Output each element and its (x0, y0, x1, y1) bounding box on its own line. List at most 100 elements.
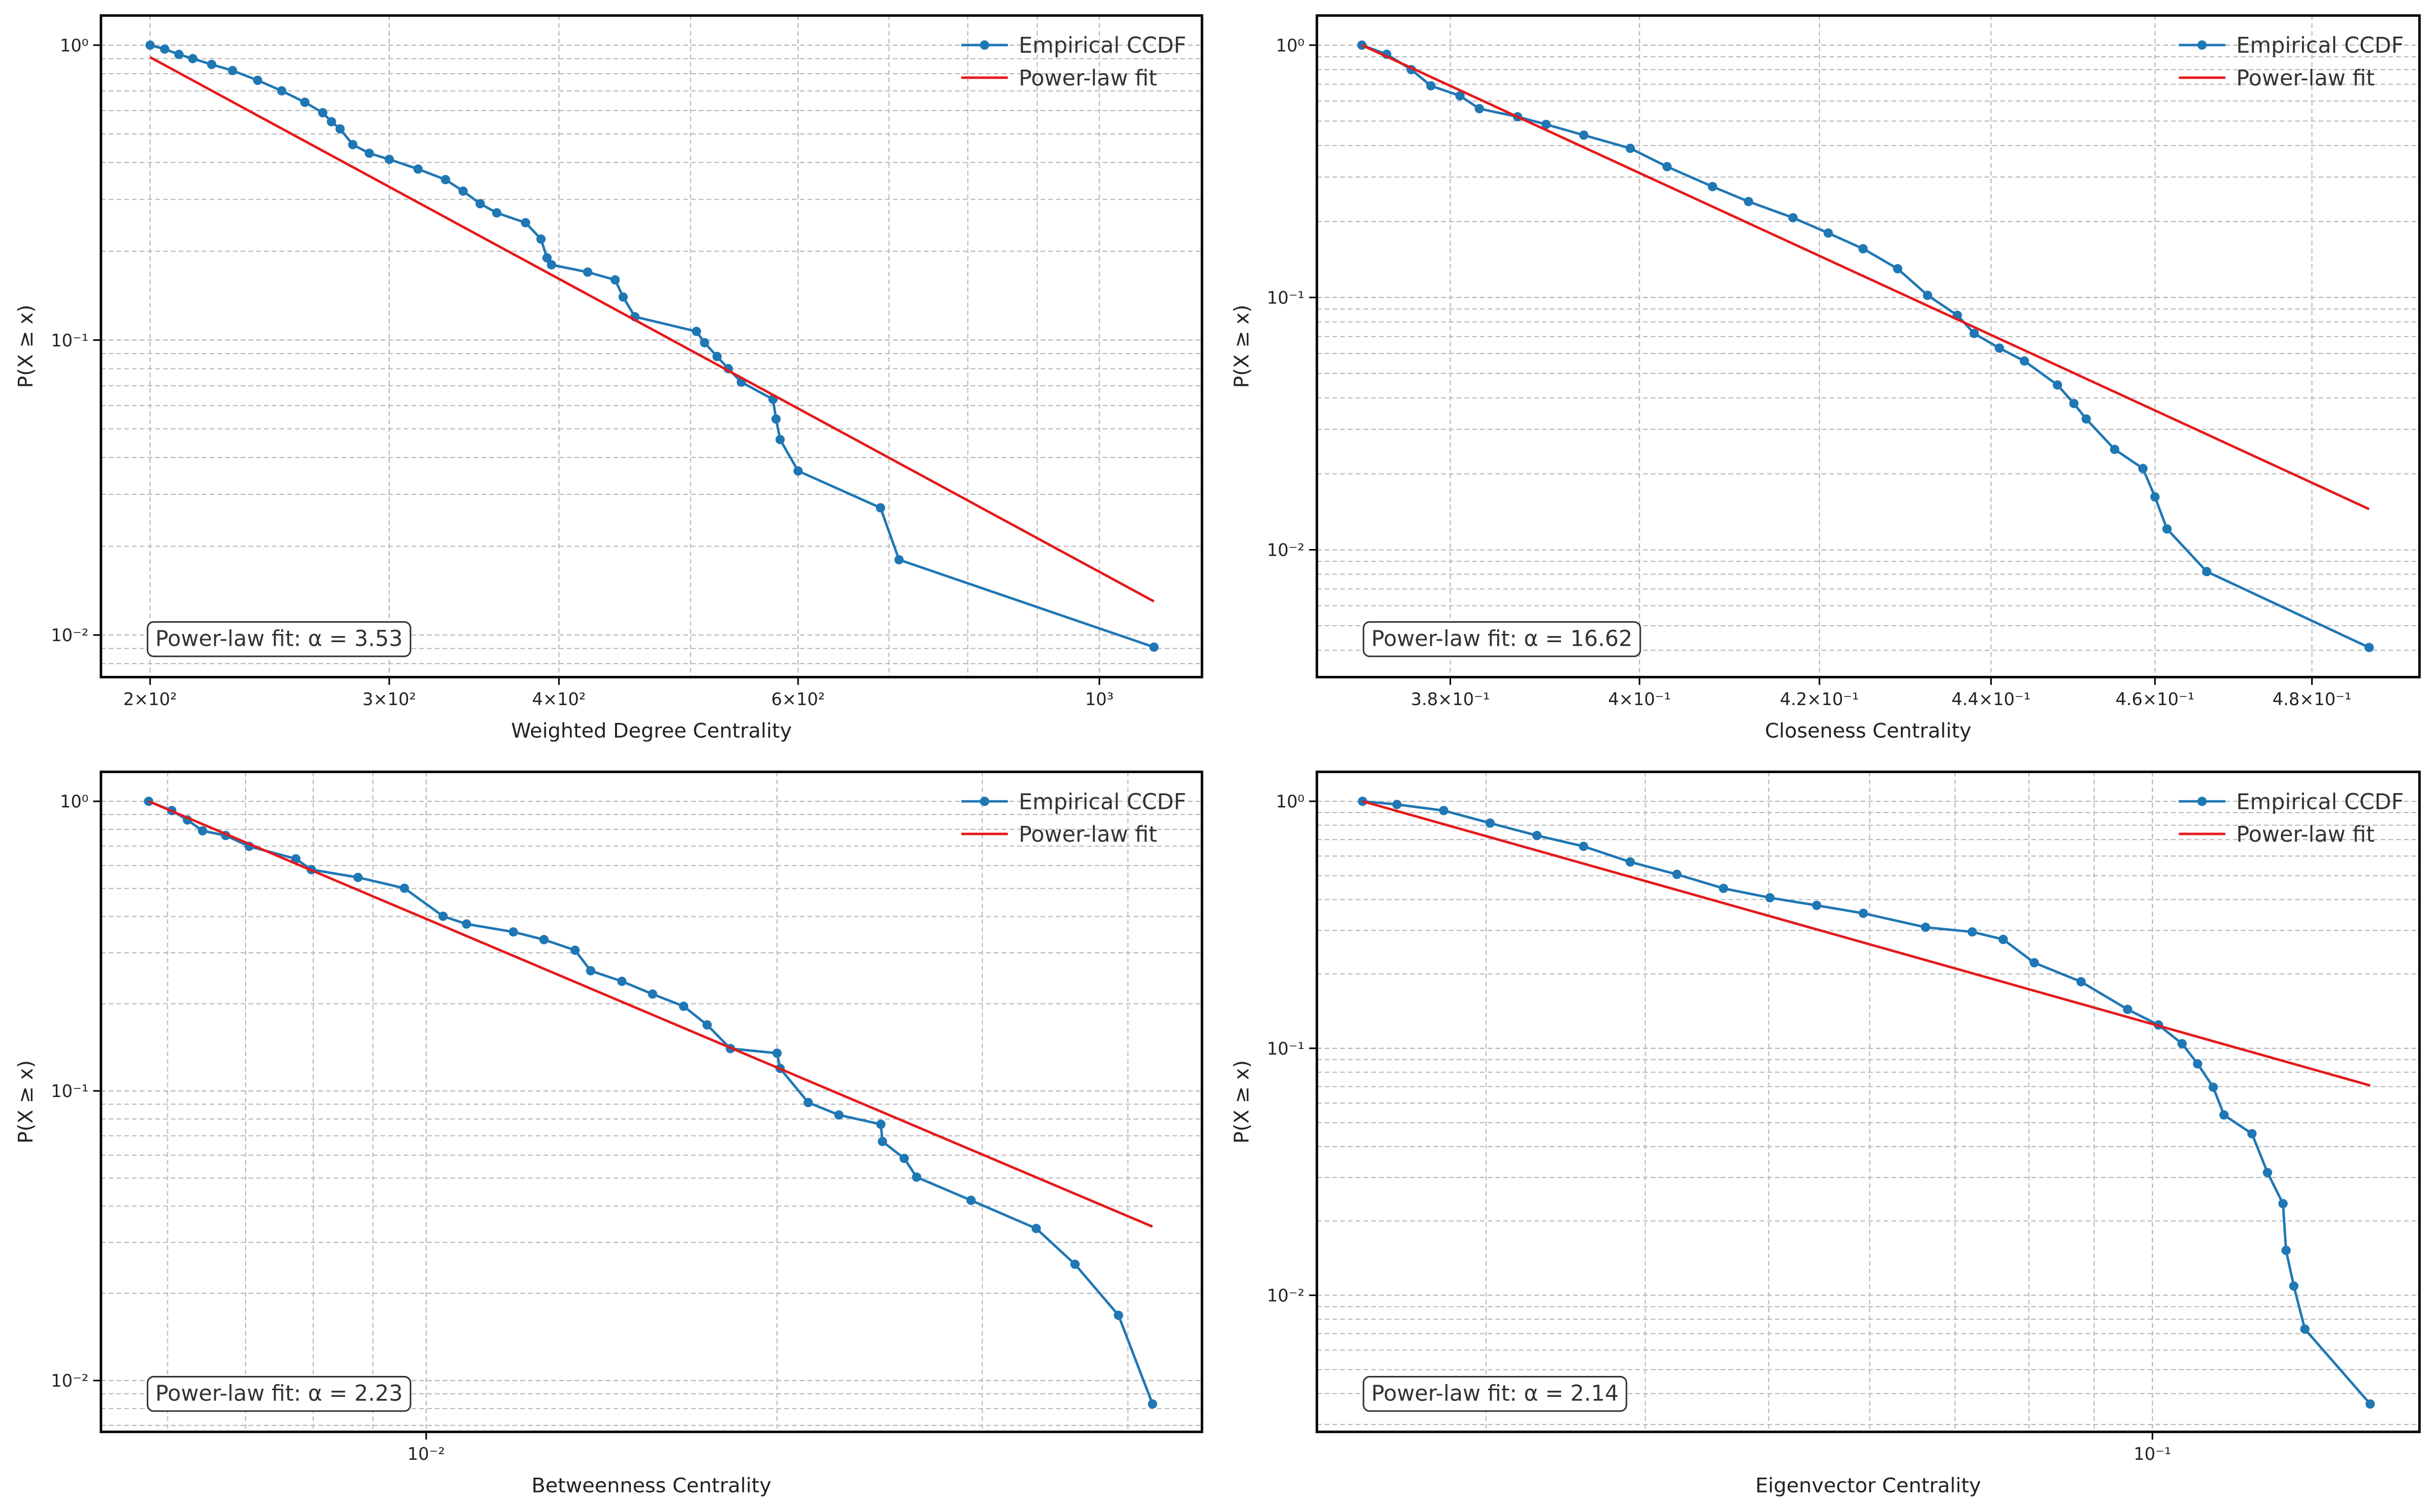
data-point (1532, 830, 1542, 840)
data-point (699, 338, 710, 347)
data-point (160, 44, 169, 54)
x-tick-label: 6×10² (771, 689, 825, 709)
y-tick-label: 10⁻² (51, 1371, 89, 1391)
data-point (900, 1153, 909, 1163)
data-point (384, 155, 394, 164)
annotation: Power-law fit: α = 2.14 (1371, 1382, 1619, 1407)
legend-marker (2197, 40, 2207, 50)
data-point (1626, 857, 1635, 867)
data-point (2081, 414, 2091, 424)
data-point (2278, 1199, 2288, 1209)
x-tick-label: 10⁻² (407, 1444, 445, 1464)
data-point (617, 976, 627, 986)
data-point (542, 253, 552, 263)
legend-label: Empirical CCDF (2236, 790, 2404, 815)
data-point (400, 883, 409, 893)
data-point (2192, 1059, 2203, 1069)
data-point (144, 796, 153, 806)
data-point (1439, 806, 1449, 816)
plot-area (101, 15, 1202, 677)
data-point (586, 966, 596, 976)
data-point (618, 292, 628, 302)
data-point (2162, 524, 2172, 534)
data-point (1923, 291, 1933, 300)
legend-label: Power-law fit (2236, 822, 2375, 847)
series-line (148, 800, 1153, 1228)
legend-label: Power-law fit (1019, 66, 1157, 91)
data-point (521, 218, 531, 228)
subplot: 10⁻¹ 10⁰ 10⁻¹ 10⁻² Eigenvector Centrality P(X… (1230, 771, 2421, 1498)
annotation: Power-law fit: α = 2.23 (156, 1382, 403, 1407)
axes-frame (99, 14, 1203, 678)
series-line (1362, 800, 2372, 1405)
data-point (492, 208, 502, 218)
data-point (875, 503, 886, 513)
data-point (2219, 1110, 2229, 1120)
data-point (198, 826, 208, 836)
data-point (2123, 1004, 2133, 1014)
data-point (1149, 642, 1159, 652)
x-tick-label: 4.8×10⁻¹ (2272, 689, 2352, 709)
data-point (1858, 244, 1868, 254)
data-point (648, 989, 657, 999)
data-point (509, 927, 518, 937)
data-point (207, 59, 216, 70)
annotation-box (146, 1376, 411, 1412)
data-point (291, 854, 301, 864)
data-point (1858, 908, 1868, 918)
y-tick-label: 10⁰ (60, 792, 89, 812)
plot-area (1317, 15, 2420, 677)
x-tick-label: 4×10⁻¹ (1608, 689, 1671, 709)
data-point (1455, 91, 1465, 101)
data-point (539, 935, 549, 945)
legend-label: Power-law fit (2236, 66, 2375, 91)
data-point (174, 50, 184, 59)
plot-area (101, 772, 1202, 1432)
data-point (876, 1120, 886, 1129)
x-tick-label: 10⁻¹ (2134, 1444, 2171, 1464)
data-point (475, 199, 485, 209)
data-point (335, 124, 345, 134)
subplot: 2×10² 3×10² 4×10² 6×10² 10³ 10⁰ 10⁻¹ 10⁻² Weight… (14, 14, 1203, 743)
data-point (2020, 356, 2029, 366)
data-point (188, 54, 198, 63)
data-point (2281, 1245, 2291, 1255)
annotation-box (146, 621, 411, 658)
legend-marker (980, 797, 990, 806)
annotation: Power-law fit: α = 3.53 (156, 627, 403, 652)
data-point (458, 186, 468, 196)
annotation: Power-law fit: α = 16.62 (1371, 627, 1633, 652)
data-point (834, 1110, 844, 1120)
data-point (2069, 399, 2079, 408)
data-point (2202, 566, 2211, 577)
data-point (536, 234, 546, 244)
data-point (1475, 104, 1484, 114)
x-axis-label: Weighted Degree Centrality (511, 719, 792, 743)
data-point (2364, 643, 2374, 652)
data-point (1113, 1310, 1124, 1320)
data-point (771, 414, 781, 424)
data-point (1672, 869, 1682, 879)
data-point (2208, 1082, 2218, 1092)
data-point (228, 65, 237, 76)
data-point (2247, 1129, 2257, 1138)
data-point (2289, 1281, 2299, 1291)
data-point (2053, 380, 2063, 390)
x-tick-label: 2×10² (123, 689, 177, 709)
series-line (1361, 44, 2370, 511)
x-tick-label: 4.2×10⁻¹ (1780, 689, 1859, 709)
data-point (1823, 228, 1833, 238)
data-point (1788, 213, 1798, 223)
data-point (300, 97, 310, 107)
data-point (1662, 162, 1672, 171)
data-point (253, 75, 262, 85)
data-point (1392, 800, 1402, 809)
data-point (1626, 143, 1635, 153)
x-axis-label: Eigenvector Centrality (1756, 1474, 1981, 1498)
annotation-box (1363, 621, 1641, 658)
data-point (145, 40, 155, 50)
plot-area (1317, 772, 2420, 1432)
data-point (583, 267, 593, 277)
y-tick-label: 10⁰ (60, 35, 89, 55)
data-point (1148, 1399, 1157, 1409)
